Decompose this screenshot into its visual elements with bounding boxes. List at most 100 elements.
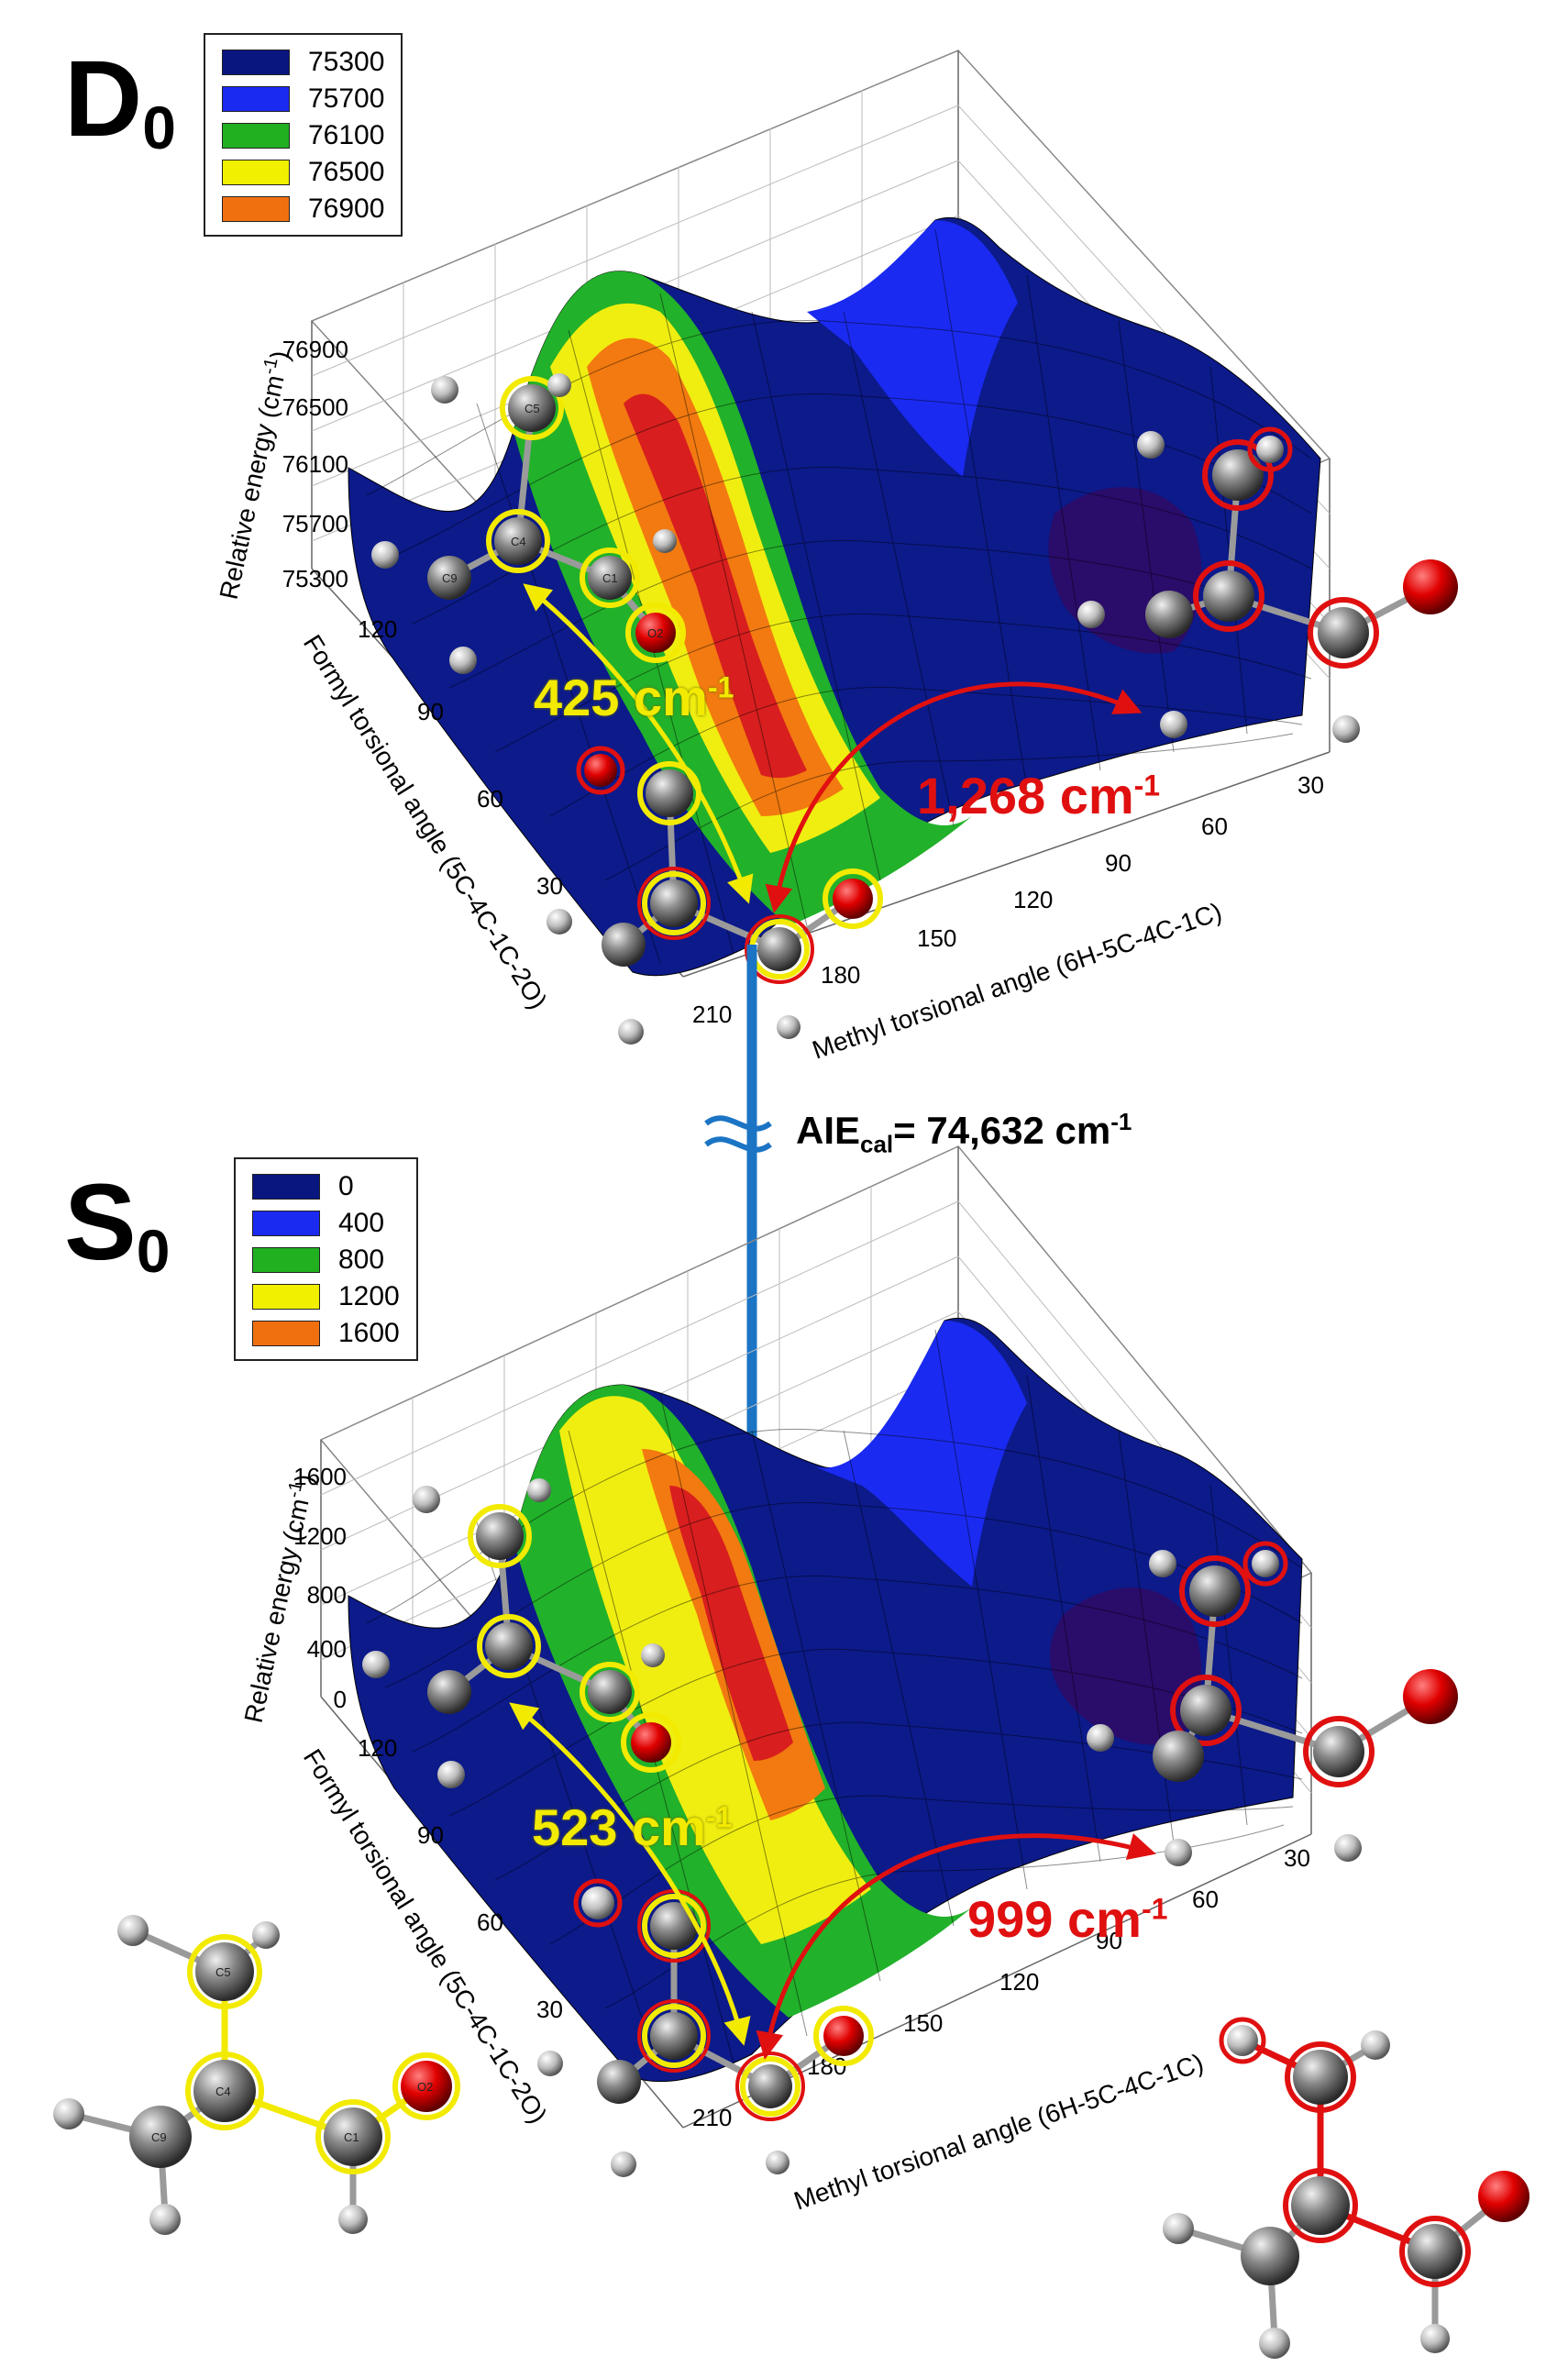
- xtick: 30: [1284, 1844, 1310, 1872]
- atom-h3r: [1332, 715, 1360, 743]
- zaxis-ticks-s0: 0 400 800 1200 1600: [293, 1463, 347, 1713]
- xaxis-label-s0: Methyl torsional angle (6H-5C-4C-1C): [790, 2048, 1207, 2215]
- legend-item: 75300: [222, 44, 384, 81]
- energy-surface-s0: [348, 1317, 1303, 2083]
- atom-c5: [508, 384, 556, 432]
- atom-h10: [371, 541, 399, 569]
- legend-item: 800: [252, 1242, 400, 1278]
- atom-c4b: [650, 879, 698, 927]
- barrier-arrow-red-s0: [756, 1833, 1156, 2060]
- svg-text:C5: C5: [215, 1965, 231, 1979]
- svg-text:C1: C1: [344, 2130, 359, 2144]
- atom-h7: [547, 373, 571, 397]
- svg-text:C4: C4: [511, 535, 526, 548]
- state-label-s0: S0: [64, 1162, 171, 1285]
- ztick: 1600: [293, 1463, 347, 1490]
- legend-item: 400: [252, 1205, 400, 1242]
- barrier-arrow-yellow-s0: [509, 1702, 751, 2046]
- legend-item: 75700: [222, 81, 384, 117]
- atom-c4r: [1203, 570, 1254, 622]
- molecule-bottom-left: C5 C4 C1 C9 O2: [53, 1915, 460, 2235]
- atom-h6: [431, 376, 458, 404]
- atom-h6r: [1256, 436, 1284, 463]
- molecule-bottom-right: [1163, 2017, 1529, 2359]
- xtick: 120: [999, 1968, 1039, 1996]
- zaxis-ticks-d0: 75300 75700 76100 76500 76900: [282, 336, 348, 592]
- ztick: 75700: [282, 510, 348, 537]
- xtick: 60: [1192, 1886, 1219, 1913]
- molecule-right-d0: [1077, 426, 1458, 743]
- atom-h11: [449, 647, 477, 674]
- atom-h3b: [777, 1015, 801, 1039]
- xtick: 210: [692, 1001, 732, 1028]
- ytick: 120: [358, 1734, 397, 1762]
- ztick: 75300: [282, 565, 348, 592]
- atom-h11b: [618, 1019, 644, 1045]
- legend-item: 1600: [252, 1315, 400, 1352]
- xtick: 180: [821, 961, 860, 989]
- ztick: 400: [307, 1635, 347, 1663]
- atom-c9b: [602, 923, 646, 967]
- aie-label: AIEcal= 74,632 cm-1: [796, 1108, 1132, 1158]
- barrier-label-yellow-d0: 425 cm-1: [534, 669, 734, 726]
- svg-text:O2: O2: [417, 2080, 433, 2094]
- xtick: 210: [692, 2104, 732, 2131]
- panel-d0: Relative energy (cm-1) 75300 75700 76100…: [215, 50, 1458, 1065]
- barrier-label-red-d0: 1,268 cm-1: [917, 767, 1161, 824]
- atom-o2r: [1403, 559, 1458, 614]
- ztick: 76900: [282, 336, 348, 363]
- barrier-label-red-s0: 999 cm-1: [967, 1890, 1168, 1948]
- ytick: 120: [358, 615, 397, 643]
- xtick: 150: [917, 924, 956, 952]
- atom-c5r: [1212, 449, 1264, 501]
- atom-c1b: [757, 927, 801, 971]
- barrier-label-yellow-s0: 523 cm-1: [532, 1798, 733, 1856]
- atom-c1r: [1318, 607, 1369, 658]
- state-label-d0: D0: [64, 39, 176, 161]
- atom-h8r: [1137, 431, 1165, 459]
- atom-h10r: [1077, 601, 1105, 628]
- svg-text:C5: C5: [525, 402, 540, 415]
- atom-h11r: [1160, 711, 1187, 738]
- legend-item: 0: [252, 1168, 400, 1205]
- ytick: 30: [536, 1996, 563, 2023]
- atom-c9: [427, 556, 471, 600]
- atom-h3: [653, 529, 677, 553]
- svg-text:C4: C4: [215, 2085, 231, 2098]
- xtick: 90: [1105, 849, 1132, 877]
- molecule-right-s0: [1087, 1541, 1458, 1866]
- legend-item: 76900: [222, 191, 384, 227]
- ztick: 76100: [282, 450, 348, 478]
- ztick: 76500: [282, 393, 348, 421]
- atom-h10b: [547, 909, 572, 935]
- atom-c9r: [1145, 591, 1193, 638]
- atom-c5b: [646, 769, 693, 817]
- atom-o2b: [833, 879, 873, 919]
- ztick: 0: [334, 1686, 347, 1713]
- legend-item: 76500: [222, 154, 384, 191]
- atom-h6b: [584, 754, 617, 787]
- ytick: 90: [417, 698, 444, 725]
- ztick: 1200: [293, 1522, 347, 1550]
- xtick: 60: [1201, 813, 1228, 840]
- ytick: 60: [477, 1908, 503, 1936]
- legend-d0: 75300 75700 76100 76500 76900: [204, 33, 403, 237]
- svg-text:C1: C1: [602, 571, 618, 585]
- atom-c4: [494, 517, 542, 565]
- xtick: 120: [1013, 886, 1053, 913]
- legend-item: 76100: [222, 117, 384, 154]
- legend-item: 1200: [252, 1278, 400, 1315]
- barrier-arrow-red-d0: [765, 681, 1143, 913]
- xtick: 30: [1297, 771, 1324, 799]
- barrier-arrow-yellow-d0: [523, 583, 754, 904]
- svg-text:C9: C9: [151, 2130, 167, 2144]
- svg-text:C9: C9: [442, 571, 458, 585]
- ytick: 30: [536, 872, 563, 900]
- xtick: 150: [903, 2009, 943, 2037]
- svg-text:O2: O2: [647, 626, 663, 640]
- legend-s0: 0 400 800 1200 1600: [234, 1157, 418, 1361]
- ytick: 90: [417, 1821, 444, 1849]
- ztick: 800: [307, 1581, 347, 1609]
- ytick: 60: [477, 785, 503, 813]
